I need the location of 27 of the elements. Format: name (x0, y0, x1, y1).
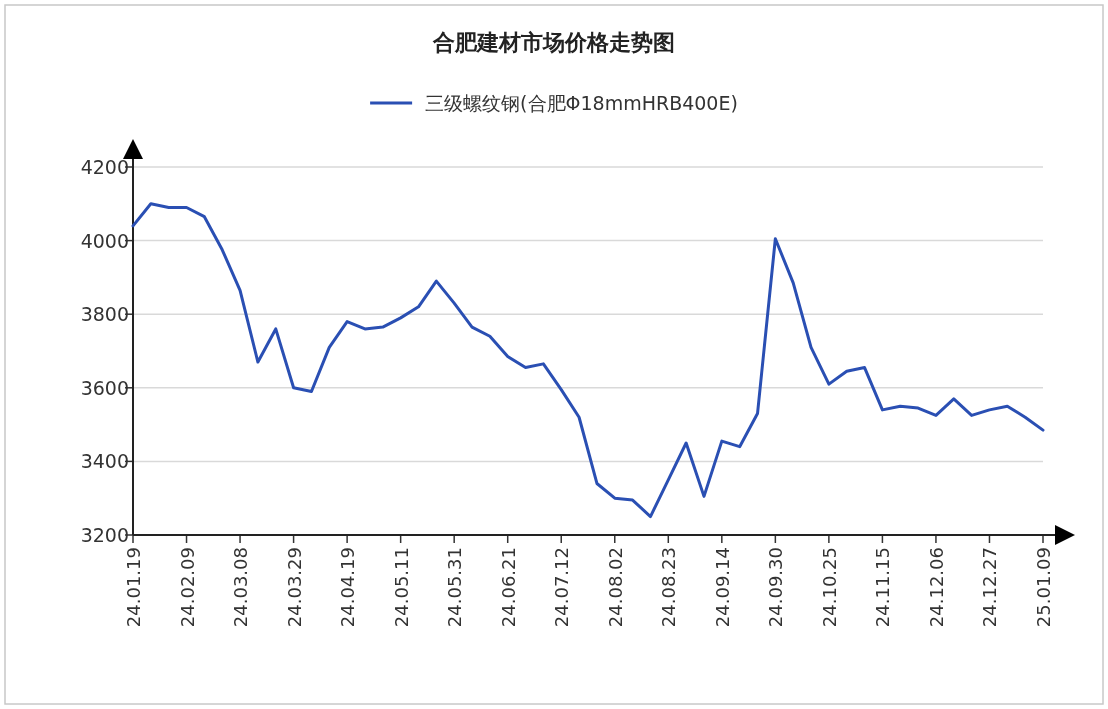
y-tick-label: 3200 (80, 524, 129, 546)
x-tick-label: 24.03.29 (283, 547, 305, 628)
y-tick-label: 3600 (80, 376, 129, 399)
x-tick-label: 24.09.14 (711, 547, 733, 628)
x-tick-label: 24.08.02 (604, 547, 626, 628)
y-tick-label: 4000 (80, 229, 129, 252)
x-tick-label: 24.09.30 (765, 547, 787, 628)
x-tick-label: 24.11.15 (872, 547, 894, 628)
x-tick-label: 24.04.19 (337, 547, 359, 628)
x-tick-label: 24.07.12 (551, 547, 573, 628)
x-tick-label: 24.05.11 (390, 547, 412, 628)
y-tick-label: 3400 (80, 450, 129, 473)
x-tick-label: 24.03.08 (230, 547, 252, 628)
y-tick-label: 3800 (80, 303, 129, 326)
y-tick-label: 4200 (80, 156, 129, 178)
x-tick-label: 24.02.09 (176, 547, 198, 628)
x-tick-label: 24.08.23 (658, 547, 680, 628)
x-tick-label: 24.12.27 (979, 547, 1001, 628)
x-tick-label: 24.10.25 (818, 547, 840, 628)
chart-title: 合肥建材市场价格走势图 (432, 30, 675, 55)
x-tick-label: 24.01.19 (123, 547, 144, 628)
x-tick-label: 24.12.06 (925, 547, 947, 628)
line-series (131, 202, 1045, 519)
x-tick-label: 24.06.21 (497, 547, 519, 628)
legend-label: 三级螺纹钢(合肥Φ18mmHRB400E) (425, 92, 738, 114)
x-tick-label: 25.01.09 (1033, 547, 1054, 628)
x-tick-label: 24.05.31 (444, 547, 466, 628)
